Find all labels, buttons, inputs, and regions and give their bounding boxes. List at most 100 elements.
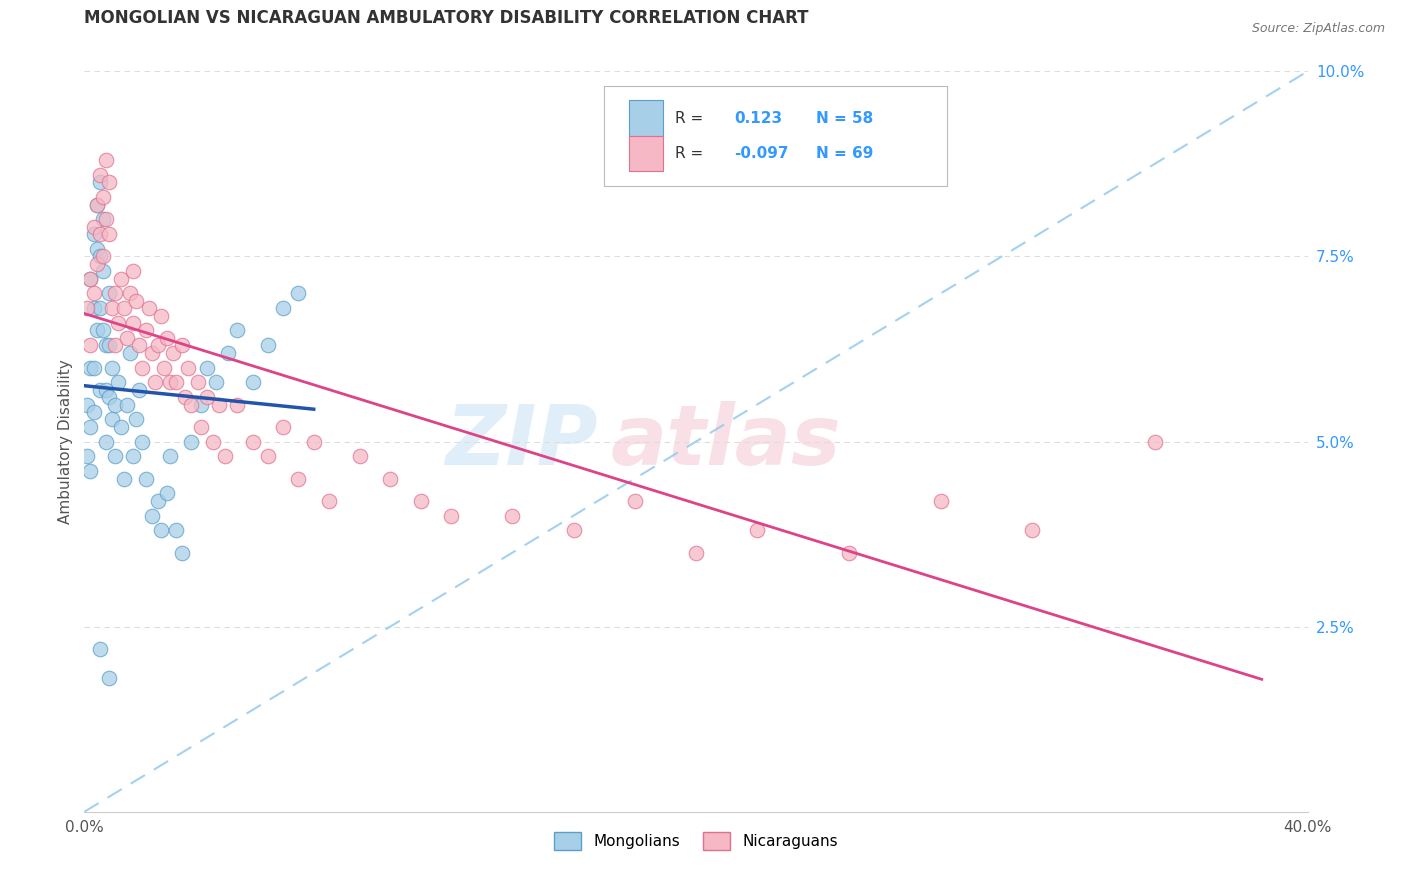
- Text: N = 69: N = 69: [815, 146, 873, 161]
- Point: [217, 345, 239, 359]
- Point: [91, 324, 114, 338]
- Point: [94, 212, 117, 227]
- Point: [125, 293, 148, 308]
- Point: [162, 345, 184, 359]
- Point: [97, 672, 120, 686]
- Point: [101, 301, 124, 316]
- Point: [685, 545, 707, 560]
- Point: [177, 360, 200, 375]
- Point: [97, 338, 120, 352]
- Point: [838, 545, 860, 560]
- Point: [89, 168, 111, 182]
- Text: ZIP: ZIP: [446, 401, 598, 482]
- Point: [115, 398, 138, 412]
- Point: [91, 190, 114, 204]
- Point: [97, 390, 120, 404]
- Point: [190, 419, 212, 434]
- Point: [79, 360, 101, 375]
- Point: [149, 524, 172, 538]
- Point: [128, 383, 150, 397]
- Point: [747, 524, 769, 538]
- Point: [135, 324, 157, 338]
- Point: [287, 472, 309, 486]
- Point: [104, 450, 127, 464]
- Bar: [628, 136, 664, 171]
- Point: [180, 398, 202, 412]
- Point: [91, 212, 114, 227]
- Point: [165, 524, 187, 538]
- Point: [201, 434, 224, 449]
- Point: [94, 434, 117, 449]
- Point: [86, 324, 108, 338]
- Point: [110, 419, 132, 434]
- Point: [146, 493, 169, 508]
- Text: R =: R =: [675, 111, 703, 126]
- Point: [94, 383, 117, 397]
- Point: [242, 376, 264, 390]
- Point: [86, 242, 108, 256]
- Point: [186, 376, 208, 390]
- Legend: Mongolians, Nicaraguans: Mongolians, Nicaraguans: [547, 826, 845, 856]
- Point: [79, 338, 101, 352]
- Point: [83, 360, 105, 375]
- Point: [110, 271, 132, 285]
- Point: [79, 271, 101, 285]
- Text: R =: R =: [675, 146, 703, 161]
- Point: [122, 450, 145, 464]
- Point: [257, 338, 280, 352]
- Point: [172, 545, 194, 560]
- Point: [83, 227, 105, 242]
- Point: [115, 331, 138, 345]
- Point: [242, 434, 264, 449]
- Point: [205, 376, 228, 390]
- Point: [159, 450, 181, 464]
- Point: [83, 301, 105, 316]
- Point: [107, 316, 129, 330]
- Point: [172, 338, 194, 352]
- Point: [86, 257, 108, 271]
- Point: [138, 301, 160, 316]
- Point: [120, 286, 142, 301]
- Text: N = 58: N = 58: [815, 111, 873, 126]
- Point: [180, 434, 202, 449]
- Point: [141, 508, 163, 523]
- Point: [135, 472, 157, 486]
- Point: [76, 398, 98, 412]
- Point: [101, 412, 124, 426]
- Point: [318, 493, 340, 508]
- Point: [89, 383, 111, 397]
- Point: [143, 376, 166, 390]
- Point: [287, 286, 309, 301]
- Point: [153, 360, 176, 375]
- Point: [149, 309, 172, 323]
- Point: [104, 286, 127, 301]
- Text: MONGOLIAN VS NICARAGUAN AMBULATORY DISABILITY CORRELATION CHART: MONGOLIAN VS NICARAGUAN AMBULATORY DISAB…: [84, 9, 808, 27]
- Point: [79, 464, 101, 478]
- Point: [79, 271, 101, 285]
- Point: [76, 450, 98, 464]
- Point: [929, 493, 952, 508]
- Point: [97, 227, 120, 242]
- Text: atlas: atlas: [610, 401, 841, 482]
- Point: [104, 338, 127, 352]
- Text: -0.097: -0.097: [734, 146, 789, 161]
- Y-axis label: Ambulatory Disability: Ambulatory Disability: [58, 359, 73, 524]
- Point: [174, 390, 197, 404]
- Point: [76, 301, 98, 316]
- Point: [104, 398, 127, 412]
- Point: [97, 175, 120, 190]
- Point: [502, 508, 524, 523]
- Point: [131, 434, 153, 449]
- Point: [101, 360, 124, 375]
- Point: [165, 376, 187, 390]
- Point: [624, 493, 647, 508]
- Text: 0.123: 0.123: [734, 111, 782, 126]
- Point: [120, 345, 142, 359]
- Point: [257, 450, 280, 464]
- Point: [271, 419, 294, 434]
- Point: [1021, 524, 1043, 538]
- Point: [125, 412, 148, 426]
- Point: [271, 301, 294, 316]
- Point: [97, 286, 120, 301]
- Point: [83, 405, 105, 419]
